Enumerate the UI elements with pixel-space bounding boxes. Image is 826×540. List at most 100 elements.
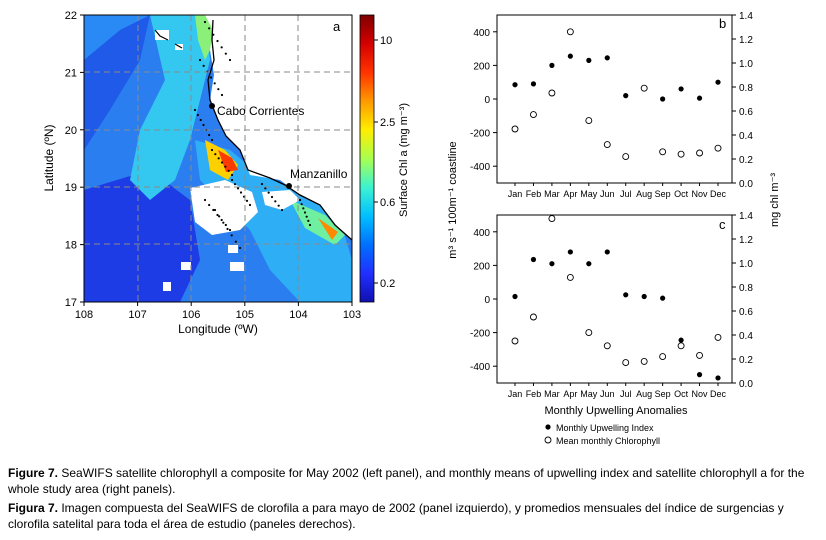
month-label: May — [580, 189, 598, 199]
chlorophyll-point — [511, 125, 519, 133]
map-y-tick-label: 21 — [65, 67, 77, 79]
right-axis-tick-label: 0.4 — [739, 131, 753, 142]
left-axis-tick-label: 0 — [484, 295, 490, 306]
upwelling-point — [696, 372, 703, 378]
map-station-dot — [220, 161, 224, 164]
map-bloom-north — [195, 15, 215, 60]
map-x-tick-label: 105 — [236, 309, 254, 321]
colorbar-tick-label: 10 — [380, 35, 392, 47]
map-cloud-5 — [163, 282, 171, 291]
left-axis-tick-label: 200 — [473, 61, 490, 72]
chlorophyll-point — [585, 329, 593, 337]
map-station-dot — [196, 113, 199, 117]
caption-english: Figure 7. SeaWIFS satellite chlorophyll … — [8, 465, 820, 497]
manzanillo-label: Manzanillo — [290, 167, 348, 181]
map-coastal-band-south — [195, 140, 352, 302]
upwelling-point — [660, 96, 666, 102]
month-label: Oct — [674, 189, 689, 199]
map-station-dot — [307, 219, 310, 222]
month-label: Mar — [544, 189, 560, 199]
upwelling-point — [604, 55, 610, 61]
upwelling-point — [623, 93, 629, 99]
month-label: Jul — [620, 189, 632, 199]
month-label: Sep — [655, 389, 671, 399]
chlorophyll-point — [677, 150, 685, 158]
colorbar-tick-label: 0.6 — [380, 197, 395, 209]
map-cloud-1 — [190, 180, 258, 235]
chlorophyll-axis-label: mg chl m⁻³ — [769, 173, 781, 227]
panel-c-points — [511, 215, 722, 381]
upwelling-point — [678, 86, 684, 92]
panel-b-frame — [496, 14, 733, 184]
colorbar-bar — [359, 14, 375, 303]
map-cloud-6 — [228, 245, 238, 253]
chlorophyll-point — [511, 337, 519, 345]
map-x-tick-label: 104 — [289, 309, 307, 321]
left-axis-tick-label: -400 — [470, 162, 490, 173]
map-station-dot — [216, 213, 219, 217]
map-station-dot — [270, 195, 274, 199]
map-x-tick-label: 103 — [343, 309, 361, 321]
upwelling-point — [512, 82, 518, 88]
chlorophyll-point — [603, 342, 611, 350]
map-station-dot — [224, 52, 227, 55]
panel-c-month-labels: Jan Feb Mar Apr May Jun Jul Aug Sep Oct Nov Dec — [508, 383, 726, 399]
upwelling-point — [660, 295, 666, 301]
colorbar-label: Surface Chl a (mg m⁻³) — [398, 103, 410, 217]
chlorophyll-point — [603, 141, 611, 149]
map-station-dot — [217, 88, 220, 91]
left-axis-tick-label: 400 — [473, 228, 490, 239]
map-land — [205, 15, 352, 240]
map-island-1 — [155, 30, 169, 40]
month-label: Mar — [544, 389, 560, 399]
map-station-dot — [213, 82, 216, 85]
map-station-dot — [208, 133, 211, 137]
month-label: Apr — [563, 389, 577, 399]
map-station-dot — [298, 198, 302, 202]
map-station-dot — [210, 148, 214, 152]
map-ocean-deep — [84, 15, 150, 150]
caption-spanish-label: Figura 7. — [8, 501, 59, 515]
map-station-dot — [224, 223, 227, 227]
map-island-coast — [154, 29, 183, 49]
month-label: Sep — [655, 189, 671, 199]
map-x-tick-label: 107 — [128, 309, 146, 321]
month-label: Apr — [563, 189, 577, 199]
right-axis-tick-label: 1.4 — [739, 211, 753, 222]
month-label: Nov — [692, 389, 709, 399]
cabo-corrientes-label: Cabo Corrientes — [217, 104, 304, 118]
map-station-dot — [202, 64, 205, 67]
chlorophyll-point — [548, 89, 556, 97]
left-axis-tick-label: -400 — [470, 362, 490, 373]
map-station-dot — [274, 200, 277, 203]
upwelling-axis-label: m³ s⁻¹ 100m⁻¹ coastline — [447, 141, 459, 258]
map-y-tick-label: 19 — [65, 182, 77, 194]
map-station-dot — [217, 157, 220, 160]
upwelling-point — [567, 249, 573, 255]
left-axis-tick-label: 400 — [473, 28, 490, 39]
chlorophyll-point — [640, 357, 648, 365]
colorbar: 10 2.5 0.6 0.2 Surface Chl a (mg m⁻³) — [359, 14, 410, 303]
figure-canvas: Cabo Corrientes Manzanillo a 108 107 106 10… — [42, 10, 781, 446]
map-station-dot — [248, 203, 252, 207]
map-station-dot — [228, 228, 232, 232]
chlorophyll-point — [696, 351, 703, 359]
map-station-dot — [277, 204, 280, 207]
panel-b-left-ticks: 400 200 0 -200 -400 — [470, 28, 497, 173]
legend-marker-chlorophyll — [544, 436, 552, 444]
map-station-dot — [213, 208, 217, 212]
month-label: Jun — [600, 189, 615, 199]
right-axis-tick-label: 1.2 — [739, 235, 753, 246]
map-x-axis-label: Longitude (ºW) — [178, 322, 258, 336]
map-station-dot — [224, 165, 227, 168]
colorbar-tick-label: 2.5 — [380, 117, 395, 129]
month-label: Nov — [692, 189, 709, 199]
map-station-dot — [230, 178, 234, 182]
map-panel: Cabo Corrientes Manzanillo a 108 107 106 10… — [42, 10, 361, 336]
map-x-tick-label: 106 — [182, 309, 200, 321]
map-bloom-core — [218, 150, 238, 172]
map-y-tick-label: 20 — [65, 125, 77, 137]
map-station-dot — [303, 211, 307, 214]
right-axis-tick-label: 0.8 — [739, 83, 753, 94]
upwelling-point — [715, 79, 721, 85]
